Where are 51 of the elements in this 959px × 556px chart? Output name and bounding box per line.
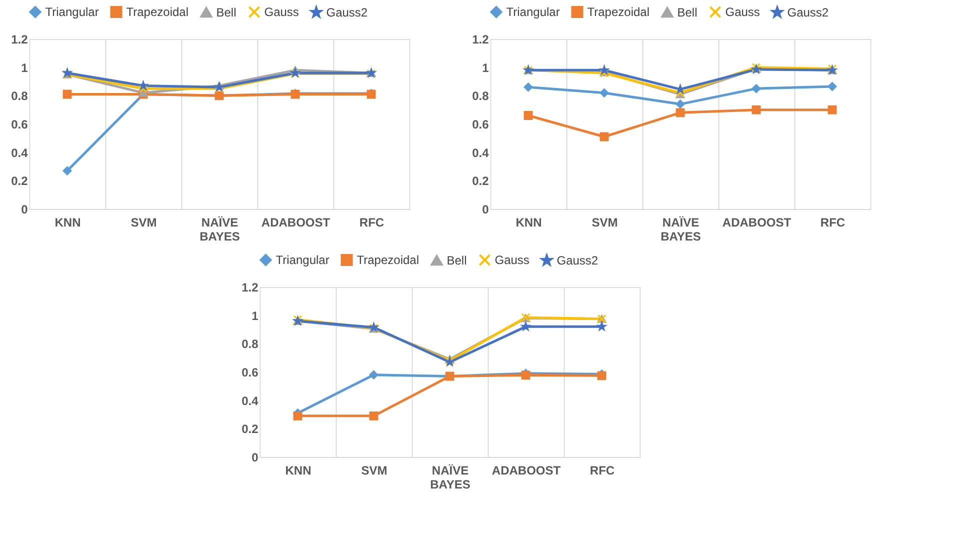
x-tick-label: KNN [54,216,81,230]
x-tick-label: RFC [590,464,615,478]
y-tick-label: 0 [21,202,28,216]
y-tick-label: 0.6 [11,118,28,132]
y-tick-label: 0.2 [472,174,490,188]
x-tick-label: RFC [359,216,384,230]
x-tick-label: NAÏVE BAYES [430,464,470,492]
y-tick-label: 1.2 [242,280,259,294]
x-tick-label: ADABOOST [722,216,792,230]
legend-label: Gauss2 [556,253,598,268]
y-tick-label: 1.2 [11,32,28,46]
x-tick-label: RFC [820,216,846,230]
y-tick-label: 0 [482,202,490,216]
x-tick-label: ADABOOST [492,464,562,478]
x-tick-label: SVM [130,216,157,230]
y-tick-label: 0.4 [242,394,259,408]
y-tick-label: 0.2 [11,174,28,188]
x-tick-label: ADABOOST [261,216,331,230]
y-tick-label: 0.6 [242,366,259,380]
legend-label: Triangular [45,5,99,19]
legend-label: Gauss [494,253,530,267]
legend-label: Gauss2 [326,5,368,20]
y-tick-label: 0.2 [242,422,259,436]
y-tick-label: 0.4 [11,146,28,160]
x-tick-label: KNN [285,464,312,478]
legend-label: Bell [446,253,467,268]
y-tick-label: 1 [482,60,490,75]
legend-label: Triangular [276,253,330,267]
y-tick-label: 0.8 [472,89,490,104]
y-tick-label: 1 [252,308,259,323]
x-tick-label: SVM [592,216,618,230]
legend-label: Trapezoidal [126,5,189,19]
y-tick-label: 0 [252,450,259,464]
legend-label: Triangular [506,5,560,19]
legend-label: Gauss [725,5,760,19]
legend-label: Gauss [264,5,299,19]
legend-label: Bell [216,5,236,20]
y-tick-label: 0.8 [11,89,28,104]
y-tick-label: 1 [21,60,28,75]
y-tick-label: 0.6 [472,118,490,132]
y-tick-label: 0.4 [472,146,490,160]
x-tick-label: SVM [361,464,388,478]
x-tick-label: NAÏVE BAYES [200,216,240,244]
legend-label: Gauss2 [787,5,829,20]
y-tick-label: 1.2 [472,32,490,46]
y-tick-label: 0.8 [242,337,259,352]
legend-label: Bell [677,5,698,20]
legend-label: Trapezoidal [356,253,420,267]
legend-label: Trapezoidal [587,5,650,19]
x-tick-label: NAÏVE BAYES [660,216,701,244]
x-tick-label: KNN [516,216,542,230]
